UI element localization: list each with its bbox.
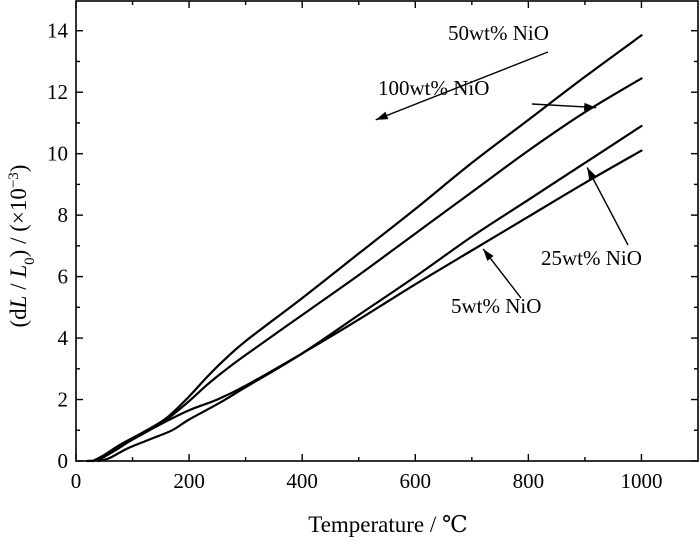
y-tick-label: 12 (47, 80, 68, 104)
series-label: 5wt% NiO (451, 294, 541, 318)
y-axis-title-part: (d (6, 308, 31, 328)
y-axis-title: (dL / L0) / (×10−3) (6, 165, 38, 328)
arrow-head (587, 167, 597, 180)
y-axis-title-part: ) / (×10 (6, 188, 31, 257)
series-curves (86, 34, 643, 463)
x-tick-label: 400 (286, 469, 318, 493)
arrow-head (483, 248, 494, 261)
x-tick-label: 600 (400, 469, 432, 493)
series-line (97, 124, 643, 463)
x-tick-label: 0 (71, 469, 82, 493)
series-line (91, 34, 643, 463)
y-axis-title-part: ) (6, 165, 31, 173)
y-tick-label: 14 (47, 19, 69, 43)
y-tick-label: 10 (47, 142, 68, 166)
arrow-head (375, 111, 389, 120)
y-tick-label: 2 (58, 388, 69, 412)
label-leader-line (375, 51, 549, 121)
series-label: 25wt% NiO (541, 246, 642, 270)
x-tick-label: 1000 (620, 469, 662, 493)
series-line (86, 149, 643, 463)
y-axis-title-part: −3 (6, 172, 22, 188)
svg-text:(dL / L0) / (×10−3): (dL / L0) / (×10−3) (6, 165, 38, 328)
y-tick-label: 6 (58, 265, 69, 289)
series-label: 100wt% NiO (378, 76, 489, 100)
x-tick-label: 800 (513, 469, 545, 493)
y-axis-title-part: L (6, 296, 31, 310)
y-tick-label: 8 (58, 203, 69, 227)
label-leader-line (586, 167, 629, 246)
series-label: 50wt% NiO (448, 21, 549, 45)
plot-frame (75, 0, 699, 462)
y-axis-title-part: / (6, 278, 31, 296)
y-axis-title-part: 0 (22, 257, 38, 265)
y-tick-label: 4 (58, 326, 69, 350)
x-axis-title: Temperature / ℃ (308, 512, 468, 537)
arrow-head (584, 102, 597, 111)
y-axis-title-part: L (6, 265, 31, 279)
axes-ticks: 0 200 400 600 800 1000 0 2 4 6 8 10 12 14 (47, 1, 698, 493)
y-tick-label: 0 (58, 449, 69, 473)
x-tick-label: 200 (173, 469, 205, 493)
